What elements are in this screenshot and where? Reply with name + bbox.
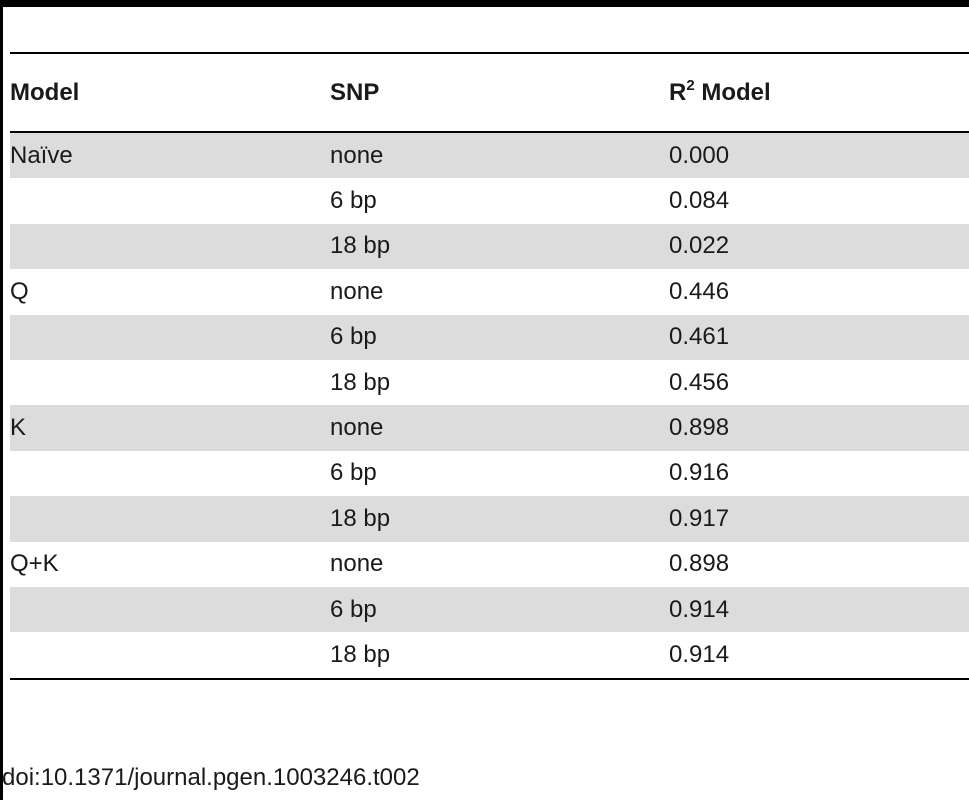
cell-snp: none [330,141,384,169]
cell-r2-model: 0.000 [669,141,730,169]
results-table: Model SNP R2 Model Naïve none 0.000 6 bp 0.0… [10,52,969,680]
header-r2-model: R2 Model [669,78,969,106]
header-r2-superscript: 2 [686,76,695,94]
cell-snp: 6 bp [330,187,377,215]
cell-snp: 18 bp [330,232,391,260]
cell-r2-model: 0.898 [669,414,730,442]
cell-r2-model: 0.914 [669,640,730,668]
table-row: Q+K none 0.898 [10,542,969,587]
table-top-rule [10,52,969,54]
cell-snp: 18 bp [330,368,391,396]
left-border-rule [0,0,3,800]
cell-r2-model: 0.446 [669,277,730,305]
cell-model: Q [10,277,29,305]
cell-snp: 6 bp [330,595,377,623]
cell-snp: none [330,414,384,442]
cell-snp: 18 bp [330,640,391,668]
cell-r2-model: 0.898 [669,550,730,578]
header-bottom-rule [10,131,969,133]
cell-r2-model: 0.917 [669,504,730,532]
table-row: 6 bp 0.914 [10,586,969,633]
table-row: 6 bp 0.916 [10,451,969,496]
cell-model: K [10,414,27,442]
table-row: 18 bp 0.022 [10,223,969,270]
header-snp: SNP [330,78,380,106]
table-row: Naïve none 0.000 [10,133,969,179]
cell-snp: 6 bp [330,323,377,351]
table-bottom-rule [10,677,969,680]
cell-snp: none [330,550,384,578]
table-row: 6 bp 0.084 [10,178,969,223]
table-row: 18 bp 0.917 [10,496,969,542]
cell-r2-model: 0.461 [669,323,730,351]
cell-r2-model: 0.456 [669,368,730,396]
table-row: 6 bp 0.461 [10,314,969,360]
top-border-rule [0,0,969,7]
header-r2-rest: Model [694,78,771,106]
cell-snp: 18 bp [330,504,391,532]
table-row: 18 bp 0.914 [10,632,969,677]
table-header-row: Model SNP R2 Model [10,54,969,131]
header-r2-base: R [669,78,687,106]
cell-r2-model: 0.022 [669,232,730,260]
doi-footer: doi:10.1371/journal.pgen.1003246.t002 [2,764,420,791]
cell-snp: none [330,277,384,305]
cell-model: Naïve [10,141,73,169]
cell-snp: 6 bp [330,459,377,487]
cell-model: Q+K [10,550,59,578]
cell-r2-model: 0.914 [669,595,730,623]
table-row: 18 bp 0.456 [10,360,969,405]
cell-r2-model: 0.916 [669,459,730,487]
header-model: Model [10,78,80,106]
cell-r2-model: 0.084 [669,187,730,215]
